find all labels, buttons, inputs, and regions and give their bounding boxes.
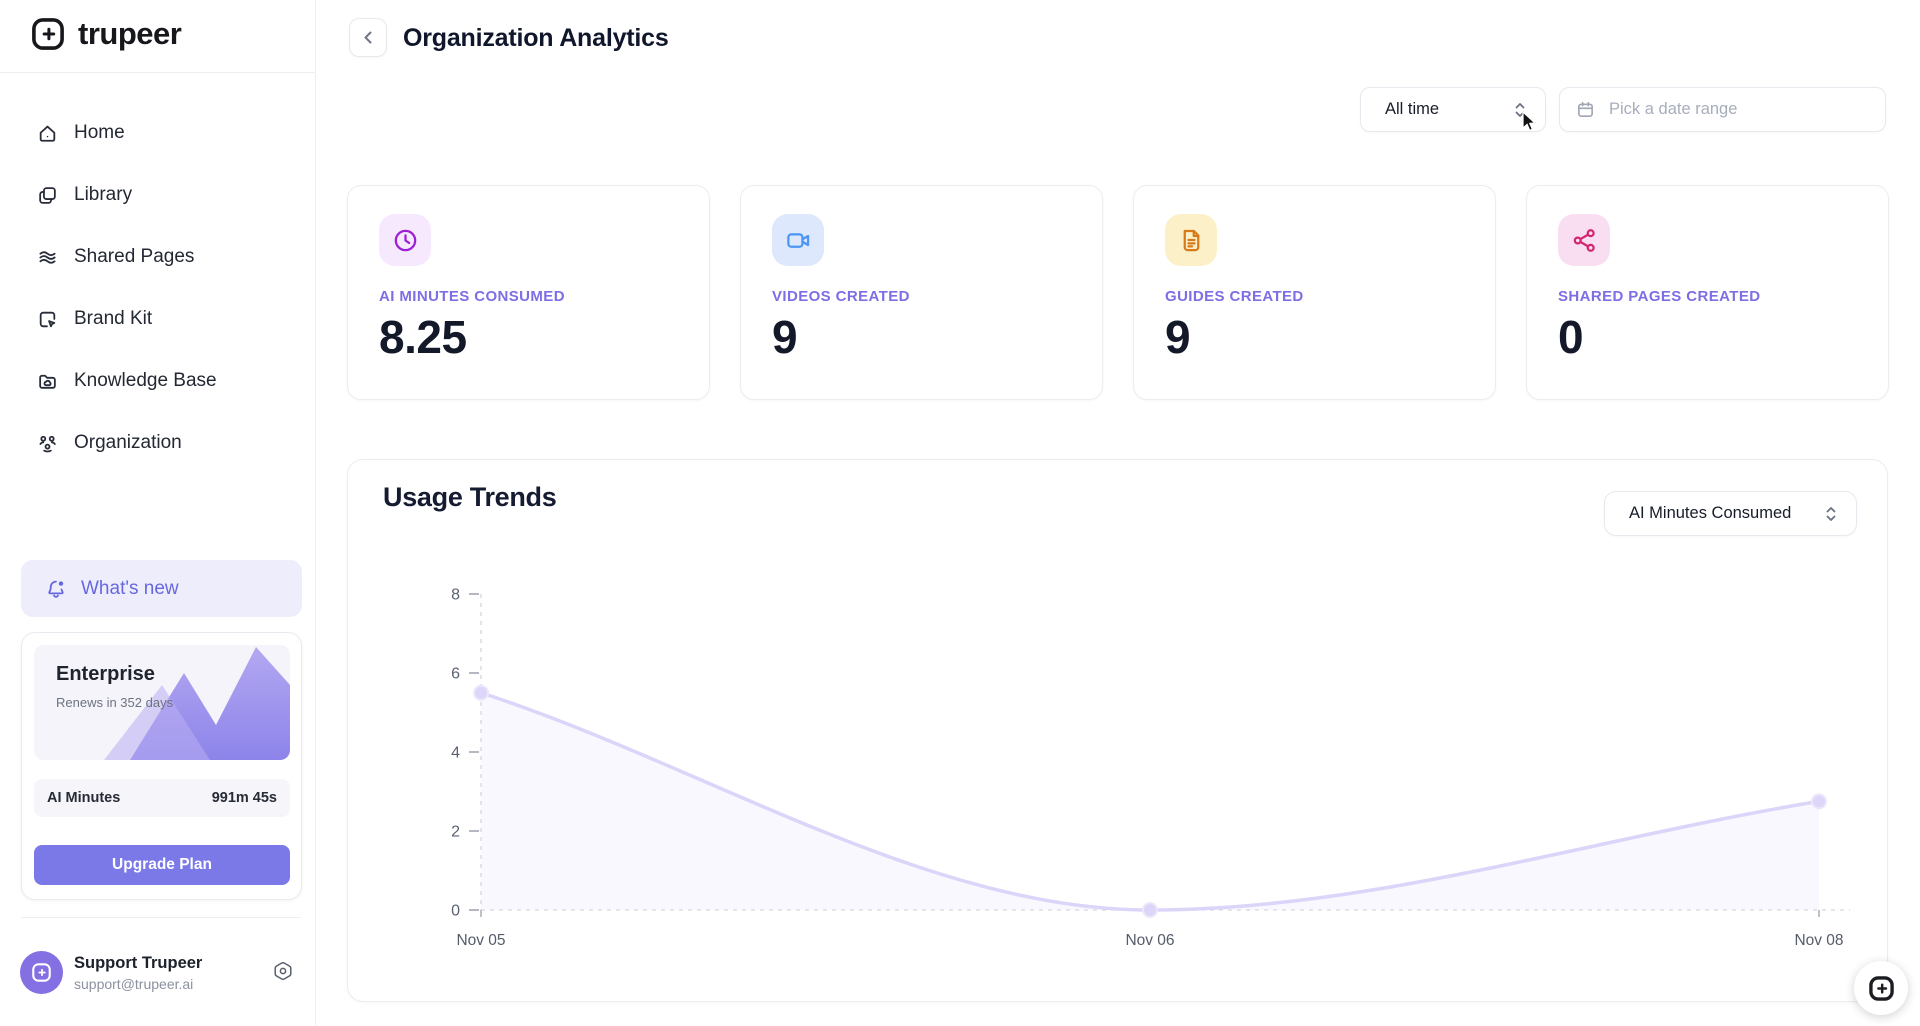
svg-text:0: 0: [451, 903, 460, 920]
plan-usage-row: AI Minutes 991m 45s: [34, 779, 290, 817]
sidebar: trupeer Home Library Shared Pages Brand …: [0, 0, 316, 1026]
stat-label: AI MINUTES CONSUMED: [379, 288, 565, 305]
trupeer-logo-icon: [30, 16, 66, 52]
share-icon: [1558, 214, 1610, 266]
brand-wordmark: trupeer: [78, 16, 182, 51]
whats-new-button[interactable]: What's new: [21, 560, 302, 617]
brand-logo[interactable]: trupeer: [30, 16, 182, 52]
settings-icon[interactable]: [270, 959, 296, 985]
folder-icon: [39, 374, 56, 389]
video-camera-icon: [772, 214, 824, 266]
plan-usage-value: 991m 45s: [211, 790, 277, 806]
stat-value: 9: [1165, 311, 1191, 363]
calendar-icon: [1578, 101, 1593, 117]
plan-card: Enterprise Renews in 352 days AI Minutes…: [21, 632, 302, 900]
trupeer-fab-button[interactable]: [1854, 961, 1908, 1015]
time-filter-value: All time: [1385, 100, 1440, 118]
page-title: Organization Analytics: [403, 24, 669, 52]
time-filter-select[interactable]: All time: [1360, 87, 1546, 132]
sidebar-item-home[interactable]: Home: [0, 113, 315, 153]
svg-text:8: 8: [451, 587, 460, 604]
stat-card-shared-pages: SHARED PAGES CREATED 0: [1526, 185, 1889, 400]
clock-icon: [379, 214, 431, 266]
whats-new-label: What's new: [81, 577, 179, 599]
sidebar-item-label: Home: [74, 122, 125, 143]
brand-kit-icon: [39, 311, 56, 327]
plan-banner-mountains-graphic: [104, 647, 290, 760]
stat-card-videos: VIDEOS CREATED 9: [740, 185, 1103, 400]
support-email: support@trupeer.ai: [74, 976, 194, 992]
usage-trends-chart: 0 2 4 6 8 Nov 05 Nov 06 Nov 08: [451, 587, 1850, 949]
sidebar-item-knowledge-base[interactable]: Knowledge Base: [0, 361, 315, 401]
sidebar-item-brand-kit[interactable]: Brand Kit: [0, 299, 315, 339]
chevron-left-icon: [364, 31, 371, 44]
stat-value: 0: [1558, 311, 1584, 363]
stat-label: VIDEOS CREATED: [772, 288, 910, 305]
date-range-input[interactable]: [1609, 100, 1869, 119]
sidebar-item-label: Brand Kit: [74, 308, 153, 329]
sidebar-item-label: Knowledge Base: [74, 370, 217, 391]
chevron-up-down-icon: [1515, 102, 1525, 117]
library-icon: [39, 186, 56, 204]
trupeer-logo-icon: [1868, 975, 1894, 1001]
support-divider: [21, 917, 301, 918]
stat-value: 9: [772, 311, 798, 363]
stat-label: SHARED PAGES CREATED: [1558, 288, 1761, 305]
sidebar-item-label: Shared Pages: [74, 246, 195, 267]
trupeer-logo-icon: [32, 963, 51, 982]
svg-text:Nov 06: Nov 06: [1125, 932, 1174, 949]
back-button[interactable]: [349, 18, 387, 57]
organization-icon: [39, 435, 56, 452]
plan-renewal: Renews in 352 days: [56, 695, 174, 710]
metric-select[interactable]: AI Minutes Consumed: [1604, 491, 1857, 536]
sidebar-item-organization[interactable]: Organization: [0, 423, 315, 463]
date-range-picker[interactable]: [1559, 87, 1886, 132]
chevron-up-down-icon: [1826, 506, 1836, 521]
sidebar-item-label: Organization: [74, 432, 182, 453]
plan-name: Enterprise: [56, 663, 155, 685]
svg-text:2: 2: [451, 824, 460, 841]
sidebar-item-shared-pages[interactable]: Shared Pages: [0, 237, 315, 277]
stat-card-guides: GUIDES CREATED 9: [1133, 185, 1496, 400]
avatar: [20, 951, 63, 994]
plan-banner: Enterprise Renews in 352 days: [34, 645, 290, 760]
home-icon: [39, 125, 56, 142]
sidebar-item-library[interactable]: Library: [0, 175, 315, 215]
svg-text:4: 4: [451, 745, 460, 762]
support-row[interactable]: Support Trupeer support@trupeer.ai: [20, 951, 296, 995]
bell-dot-icon: [48, 580, 64, 598]
stat-label: GUIDES CREATED: [1165, 288, 1304, 305]
sidebar-divider: [0, 72, 315, 73]
plan-usage-label: AI Minutes: [47, 790, 121, 806]
support-name: Support Trupeer: [74, 954, 203, 972]
metric-select-value: AI Minutes Consumed: [1629, 504, 1792, 522]
usage-trends-title: Usage Trends: [383, 482, 557, 512]
sidebar-item-label: Library: [74, 184, 133, 205]
document-icon: [1165, 214, 1217, 266]
upgrade-plan-button[interactable]: Upgrade Plan: [34, 845, 290, 885]
layers-icon: [39, 250, 56, 264]
svg-text:Nov 05: Nov 05: [456, 932, 505, 949]
svg-text:6: 6: [451, 666, 460, 683]
stat-card-ai-minutes: AI MINUTES CONSUMED 8.25: [347, 185, 710, 400]
usage-trends-card: Usage Trends AI Minutes Consumed 0 2 4 6 8 No…: [347, 459, 1888, 1002]
svg-text:Nov 08: Nov 08: [1794, 932, 1843, 949]
sidebar-nav: Home Library Shared Pages Brand Kit Know…: [0, 113, 315, 463]
stat-value: 8.25: [379, 311, 467, 363]
